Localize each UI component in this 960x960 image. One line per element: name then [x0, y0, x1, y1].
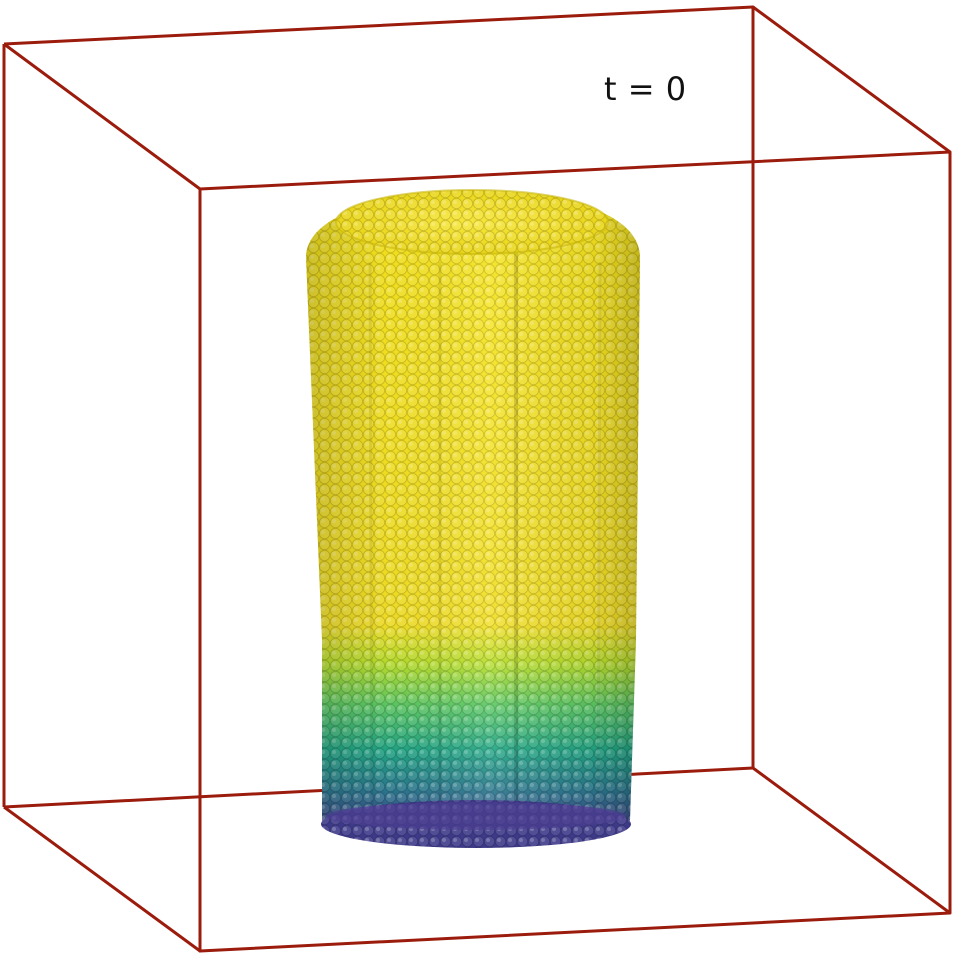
particle-cylinder: [306, 189, 640, 848]
time-label: t = 0: [604, 70, 687, 108]
box-front-edges: [3, 5, 952, 953]
